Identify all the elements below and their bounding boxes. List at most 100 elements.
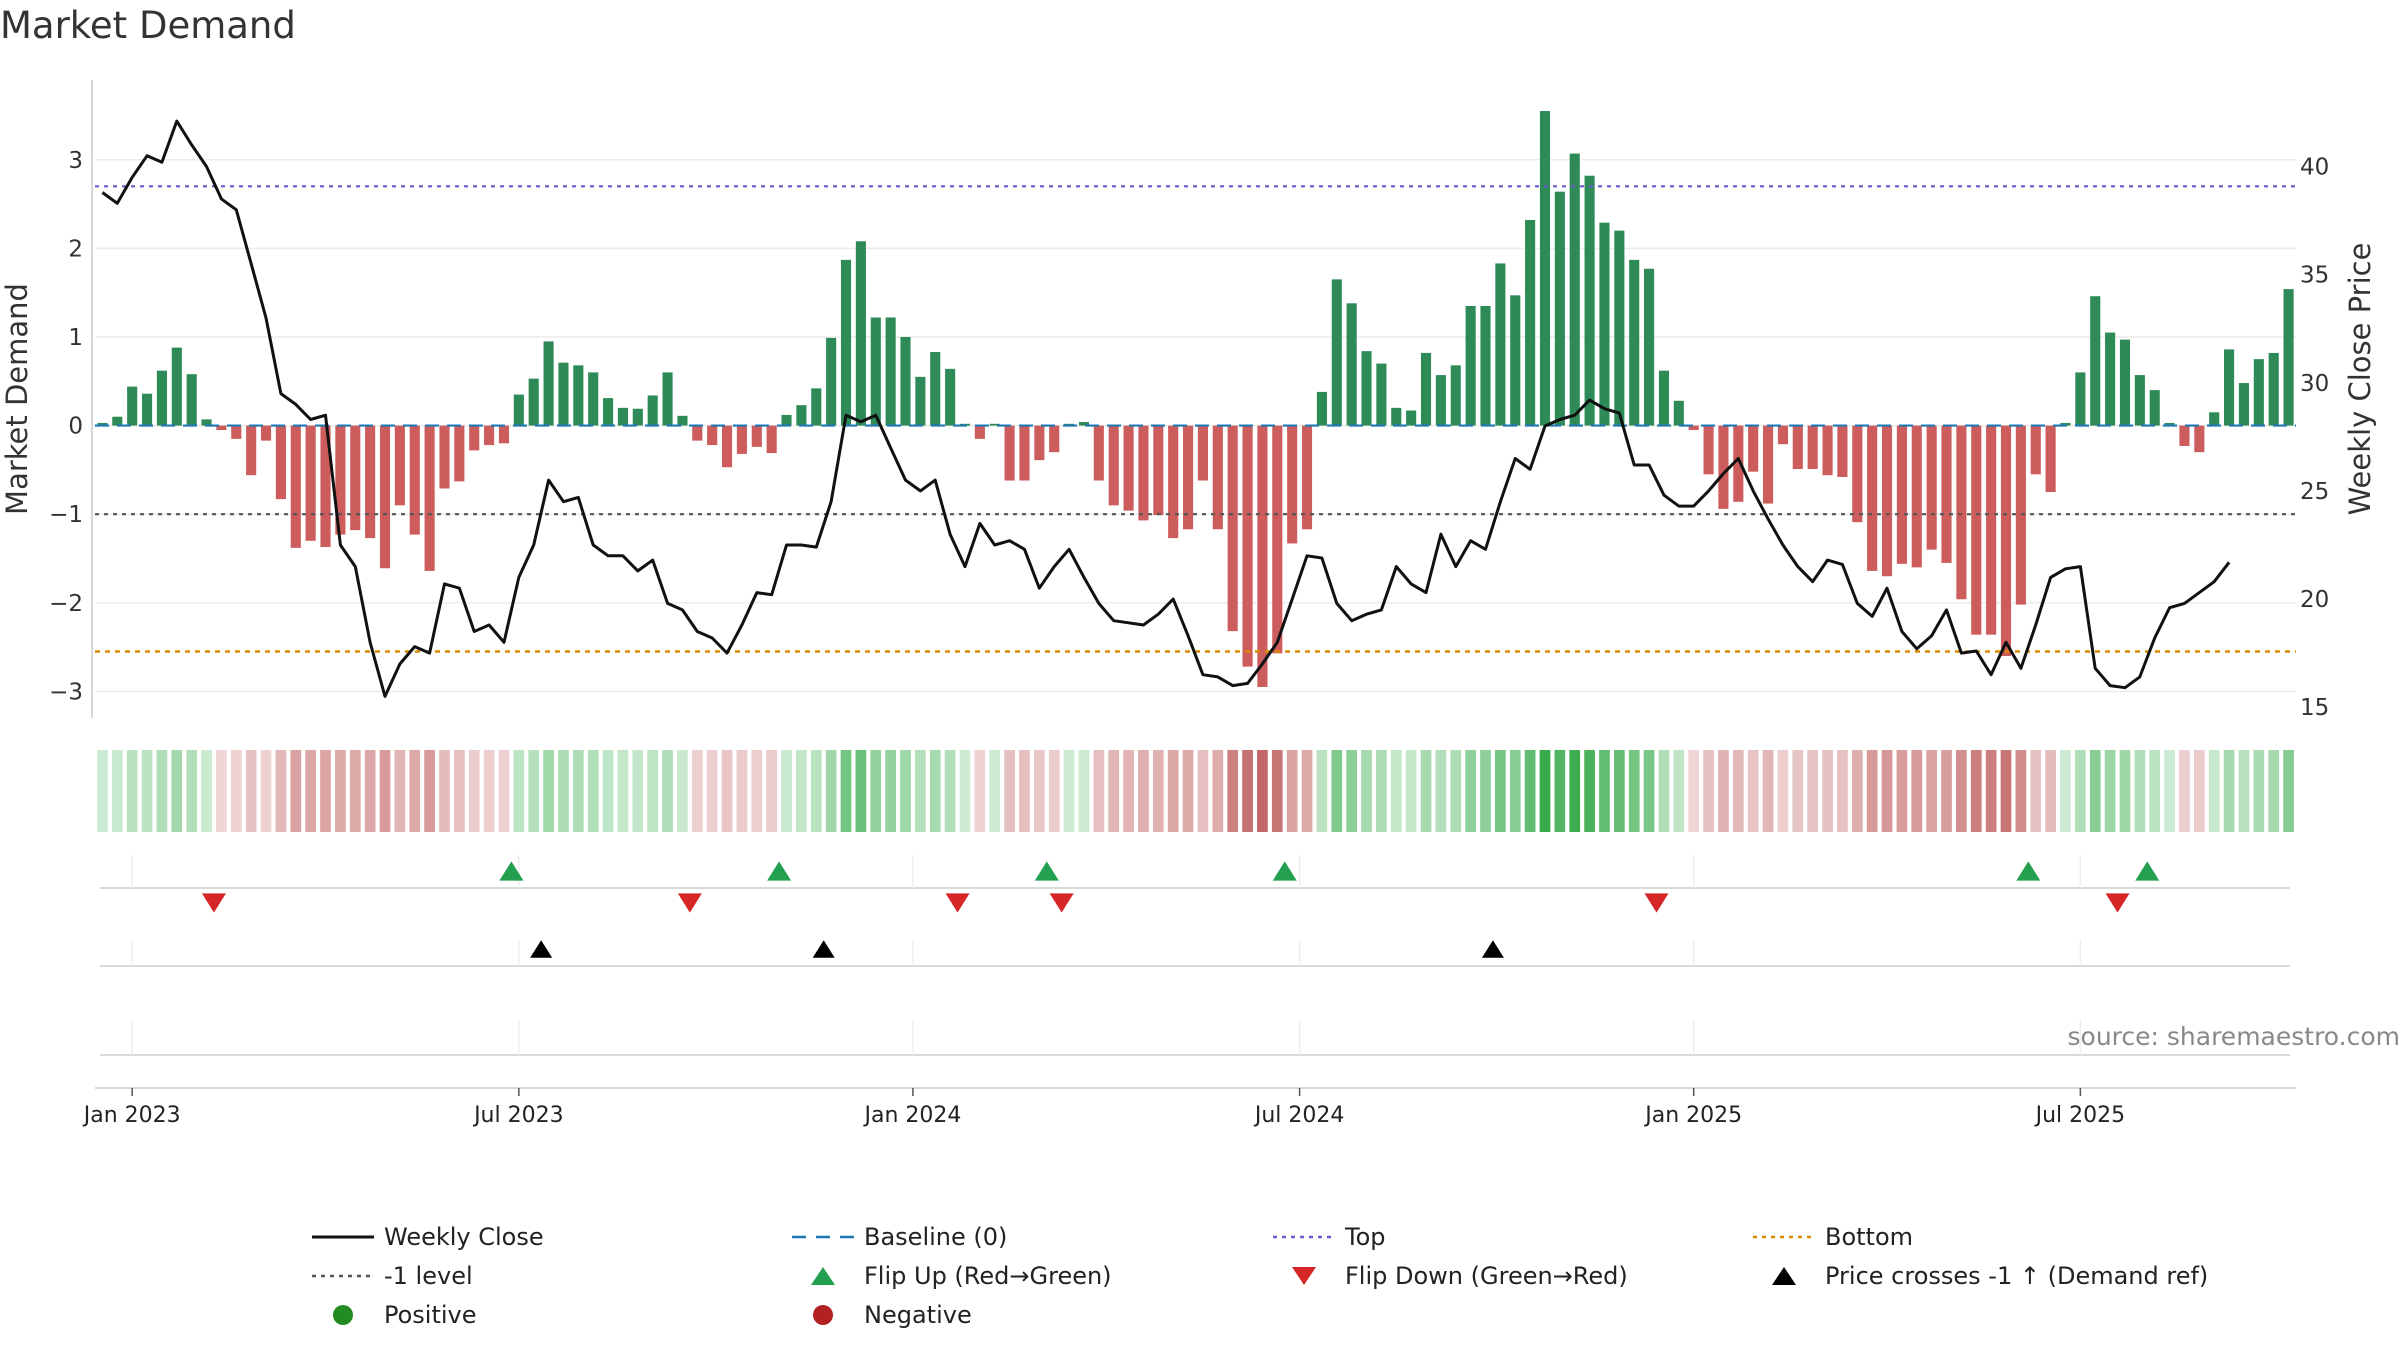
heat-cell — [647, 750, 659, 832]
demand-bar — [945, 368, 956, 426]
legend-label: Negative — [864, 1301, 972, 1329]
demand-bar — [647, 395, 658, 426]
demand-bar — [127, 386, 138, 426]
demand-bar — [1629, 259, 1640, 426]
demand-bar — [2119, 339, 2131, 426]
heat-cell — [141, 750, 153, 832]
heat-cell — [1732, 750, 1744, 832]
heat-cell — [870, 750, 882, 832]
demand-bar — [305, 425, 316, 541]
legend-label: Positive — [384, 1301, 477, 1329]
y-left-tick-label: −1 — [49, 502, 83, 528]
heat-cell — [1093, 750, 1105, 832]
heat-cell — [691, 750, 703, 832]
demand-bar — [1078, 422, 1090, 426]
demand-bar — [915, 376, 926, 426]
heat-cell — [1004, 750, 1015, 832]
legend-swatch-circle — [333, 1305, 353, 1325]
heat-cell — [1405, 750, 1417, 832]
heat-cell — [810, 750, 822, 832]
demand-bar — [1406, 410, 1417, 426]
heat-cell — [1569, 750, 1581, 832]
demand-bar — [870, 317, 881, 426]
heat-cell — [2075, 750, 2086, 832]
legend-item: Positive — [333, 1301, 477, 1329]
demand-bar — [1183, 425, 1194, 530]
price-cross-marker — [812, 940, 835, 958]
heat-cell — [111, 750, 123, 832]
demand-bar — [588, 372, 599, 426]
y-left-tick-label: 1 — [68, 325, 83, 351]
legend-item: Flip Down (Green→Red) — [1292, 1262, 1628, 1290]
demand-bar — [796, 405, 807, 426]
demand-bar — [1138, 425, 1149, 521]
demand-bar — [424, 425, 435, 571]
legend-label: Price crosses -1 ↑ (Demand ref) — [1825, 1262, 2208, 1290]
heat-cell — [989, 750, 1001, 832]
heat-cell — [1985, 750, 1997, 832]
demand-bar — [677, 415, 688, 426]
demand-bar — [1331, 279, 1342, 426]
legend-item: Top — [1273, 1223, 1386, 1251]
demand-bar — [1837, 425, 1848, 477]
legend-item: Flip Up (Red→Green) — [811, 1262, 1112, 1290]
heat-cell — [1539, 750, 1551, 832]
heat-cell — [1688, 750, 1700, 832]
heat-cell — [825, 750, 837, 832]
demand-bar — [2164, 422, 2175, 426]
y-right-tick-label: 30 — [2300, 371, 2329, 397]
heat-cell — [305, 750, 316, 832]
heat-cell — [1480, 750, 1491, 832]
demand-bar — [1673, 400, 1684, 426]
demand-bar — [1287, 425, 1298, 544]
demand-bar — [201, 419, 212, 426]
demand-bar — [1242, 425, 1253, 667]
demand-bar — [394, 425, 405, 506]
heat-cell — [900, 750, 911, 832]
demand-bar — [1881, 425, 1893, 577]
demand-bar — [156, 370, 167, 426]
heat-cell — [751, 750, 763, 832]
demand-bar — [1034, 425, 1045, 461]
heat-cell — [1331, 750, 1343, 832]
demand-bar — [1361, 351, 1372, 426]
heat-cell — [379, 750, 391, 832]
heat-cell — [1019, 750, 1030, 832]
demand-bar — [2030, 425, 2041, 475]
x-tick-label: Jan 2025 — [1643, 1103, 1742, 1128]
heat-cell — [1182, 750, 1194, 832]
heat-cell — [796, 750, 807, 832]
demand-bar — [558, 362, 569, 426]
y-left-tick-label: 2 — [68, 236, 83, 262]
heat-cell — [2119, 750, 2131, 832]
demand-bar — [1495, 263, 1506, 426]
demand-bar — [2105, 332, 2116, 426]
demand-bar — [186, 374, 197, 426]
heat-cell — [1361, 750, 1372, 832]
demand-bar — [1391, 407, 1402, 426]
heat-cell — [1435, 750, 1447, 832]
demand-bar — [2015, 425, 2026, 605]
legend-item: Negative — [813, 1301, 972, 1329]
heat-cell — [572, 750, 584, 832]
demand-bar — [246, 425, 257, 476]
flip-up-marker — [1272, 861, 1297, 881]
demand-bar — [498, 425, 510, 444]
heat-cell — [2045, 750, 2056, 832]
flip-up-marker — [767, 861, 792, 881]
heat-cell — [1420, 750, 1432, 832]
heat-cell — [1554, 750, 1566, 832]
heat-cell — [1033, 750, 1045, 832]
heat-cell — [498, 750, 510, 832]
demand-bar — [2238, 383, 2250, 426]
demand-bar — [1867, 425, 1878, 571]
demand-bar — [751, 425, 762, 447]
demand-bar — [350, 425, 361, 531]
heat-cell — [424, 750, 435, 832]
heat-cell — [1807, 750, 1819, 832]
heat-cell — [1376, 750, 1387, 832]
heat-cell — [1212, 750, 1224, 832]
demand-bar — [2090, 296, 2101, 426]
demand-bar — [1822, 425, 1833, 476]
heat-cell — [335, 750, 346, 832]
